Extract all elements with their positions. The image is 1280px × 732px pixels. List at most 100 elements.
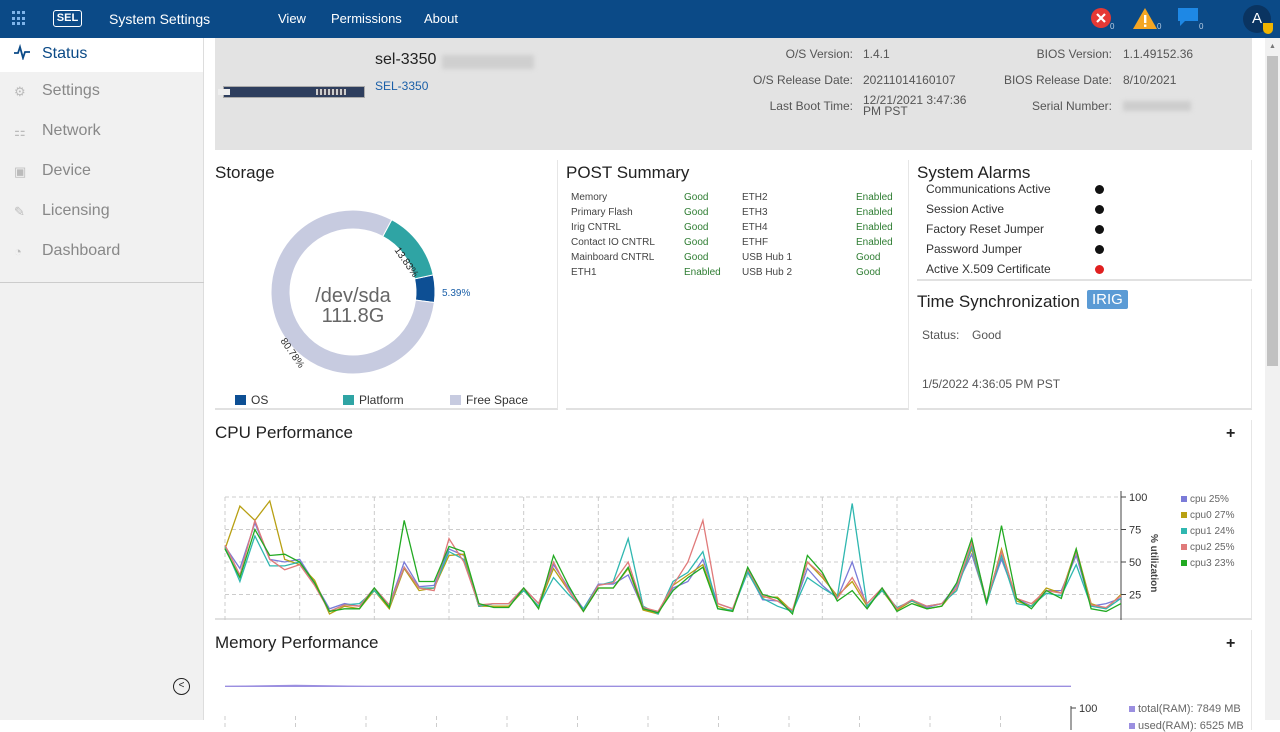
status-icon bbox=[14, 44, 30, 60]
dashboard-icon: ◔ bbox=[14, 244, 22, 259]
sidebar-item-status[interactable]: Status bbox=[0, 38, 203, 72]
app-title: System Settings bbox=[109, 11, 211, 27]
nav-divider bbox=[0, 282, 204, 283]
irig-badge: IRIG bbox=[1087, 290, 1128, 309]
message-count: 0 bbox=[1199, 22, 1204, 31]
y-tick-label: 50 bbox=[1129, 557, 1141, 569]
legend-label: cpu1 24% bbox=[1190, 526, 1235, 537]
post-item-status: Good bbox=[684, 207, 709, 218]
y-tick-label: 100 bbox=[1079, 703, 1097, 715]
legend-swatch bbox=[1181, 544, 1187, 550]
device-icon: ▣ bbox=[14, 164, 27, 179]
sidebar-item-network[interactable]: ⚏ Network bbox=[0, 112, 203, 152]
legend-swatch bbox=[1129, 723, 1135, 729]
post-item-name: Irig CNTRL bbox=[571, 222, 622, 233]
sidebar-item-dashboard[interactable]: ◔ Dashboard bbox=[0, 232, 203, 272]
sidebar-item-licensing[interactable]: ✎ Licensing bbox=[0, 192, 203, 232]
vertical-scrollbar[interactable]: ▲ bbox=[1265, 38, 1280, 720]
device-hostname: sel-3350 bbox=[375, 51, 437, 68]
menu-view[interactable]: View bbox=[278, 11, 306, 26]
sidebar-item-label: Licensing bbox=[42, 202, 110, 219]
alarm-status-dot bbox=[1095, 265, 1104, 274]
alarm-status-dot bbox=[1095, 225, 1104, 234]
error-indicator[interactable]: 0 bbox=[1090, 6, 1116, 32]
post-item-name: Primary Flash bbox=[571, 207, 633, 218]
legend-platform: Platform bbox=[343, 393, 404, 407]
memory-add-button[interactable]: + bbox=[1226, 635, 1236, 652]
post-item-name: ETH2 bbox=[742, 192, 768, 203]
legend-used(RAM): used(RAM): 6525 MB bbox=[1129, 720, 1244, 732]
post-item-status: Enabled bbox=[684, 267, 721, 278]
post-item-status: Good bbox=[684, 237, 709, 248]
error-icon bbox=[1091, 8, 1111, 28]
post-item-status: Good bbox=[684, 252, 709, 263]
warning-count: 0 bbox=[1157, 22, 1162, 31]
os-version-value: 1.4.1 bbox=[863, 47, 890, 61]
y-tick-label: 100 bbox=[1129, 492, 1147, 504]
alarm-label: Session Active bbox=[926, 202, 1005, 216]
post-item-status: Enabled bbox=[856, 192, 893, 203]
sidebar-item-label: Dashboard bbox=[42, 242, 121, 259]
shield-icon bbox=[1263, 23, 1273, 34]
legend-label: cpu2 25% bbox=[1190, 542, 1235, 553]
post-item-name: Memory bbox=[571, 192, 608, 203]
sidebar-item-label: Device bbox=[42, 162, 91, 179]
scroll-up-icon[interactable]: ▲ bbox=[1269, 43, 1276, 50]
avatar-letter: A bbox=[1251, 10, 1262, 27]
serial-number-label: Serial Number: bbox=[1031, 99, 1112, 113]
boot-time-line2: PM PST bbox=[863, 104, 908, 118]
error-count: 0 bbox=[1110, 22, 1115, 31]
bios-version-label: BIOS Version: bbox=[1036, 47, 1112, 61]
network-icon: ⚏ bbox=[14, 124, 26, 139]
message-indicator[interactable]: 0 bbox=[1177, 6, 1203, 32]
legend-swatch bbox=[1181, 560, 1187, 566]
licensing-icon: ✎ bbox=[14, 204, 25, 219]
legend-label: cpu0 27% bbox=[1190, 510, 1235, 521]
sidebar-item-device[interactable]: ▣ Device bbox=[0, 152, 203, 192]
alarm-label: Password Jumper bbox=[926, 242, 1023, 256]
cpu-add-button[interactable]: + bbox=[1226, 425, 1236, 442]
y-tick-label: 75 bbox=[1129, 525, 1141, 537]
menu-permissions[interactable]: Permissions bbox=[331, 11, 402, 26]
cpu-performance-card: CPU Performance + 6055504540353025201510… bbox=[215, 420, 1252, 620]
memory-performance-title: Memory Performance bbox=[215, 633, 379, 652]
post-item-status: Enabled bbox=[856, 207, 893, 218]
scrollbar-thumb[interactable] bbox=[1267, 56, 1278, 366]
y-tick-label: 25 bbox=[1129, 590, 1141, 602]
system-alarms-card: System Alarms Communications Active Sessi… bbox=[917, 160, 1252, 281]
collapse-sidebar-icon[interactable]: < bbox=[173, 678, 190, 695]
post-item-name: ETH3 bbox=[742, 207, 768, 218]
post-item-status: Good bbox=[684, 192, 709, 203]
storage-card: Storage 5.39% 13.83% 80.78% /dev/sda 111… bbox=[215, 160, 558, 410]
post-item-status: Good bbox=[684, 222, 709, 233]
legend-os: OS bbox=[235, 393, 268, 407]
storage-donut-chart: 5.39% 13.83% 80.78% /dev/sda 111.8G bbox=[270, 209, 470, 375]
legend-cpu2: cpu2 25% bbox=[1181, 542, 1234, 553]
warning-indicator[interactable]: 0 bbox=[1132, 6, 1162, 32]
device-header: sel-3350 SEL-3350 O/S Version: 1.4.1 O/S… bbox=[215, 38, 1252, 150]
post-item-name: USB Hub 2 bbox=[742, 267, 793, 278]
post-item-status: Good bbox=[856, 267, 881, 278]
y-axis-label: % utilization bbox=[1148, 534, 1159, 592]
legend-cpu0: cpu0 27% bbox=[1181, 510, 1234, 521]
bios-release-value: 8/10/2021 bbox=[1123, 73, 1177, 87]
legend-swatch bbox=[1181, 512, 1187, 518]
time-sync-status-value: Good bbox=[972, 328, 1002, 342]
os-release-label: O/S Release Date: bbox=[752, 73, 853, 87]
alarm-label: Active X.509 Certificate bbox=[926, 262, 1051, 276]
legend-swatch bbox=[1129, 706, 1135, 712]
time-sync-title: Time Synchronization bbox=[917, 292, 1080, 311]
donut-center-device: /dev/sda bbox=[315, 285, 391, 307]
legend-free-space: Free Space bbox=[450, 393, 528, 407]
menu-about[interactable]: About bbox=[424, 11, 458, 26]
legend-label: used(RAM): 6525 MB bbox=[1138, 720, 1244, 732]
series-line-used(RAM) bbox=[224, 684, 1071, 687]
device-image bbox=[218, 86, 365, 98]
user-avatar[interactable]: A bbox=[1243, 5, 1273, 34]
sidebar-item-settings[interactable]: ⚙ Settings bbox=[0, 72, 203, 112]
app-grid-icon[interactable] bbox=[12, 11, 27, 26]
donut-slice-free bbox=[270, 209, 435, 375]
donut-slice-platform bbox=[382, 219, 434, 280]
